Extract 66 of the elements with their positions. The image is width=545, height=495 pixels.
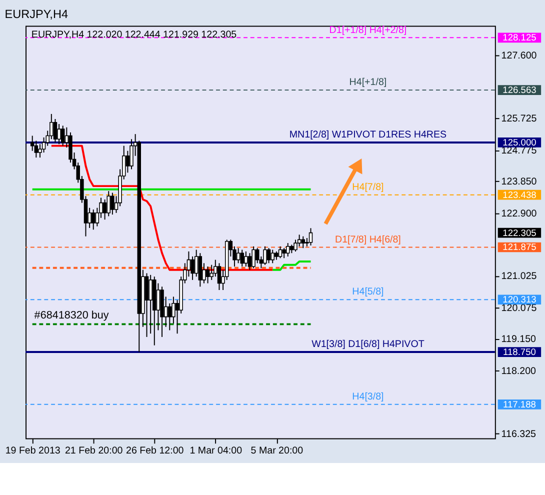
candlestick: [194, 249, 198, 278]
candlestick: [286, 242, 290, 257]
candlestick: [206, 266, 210, 284]
candlestick: [248, 252, 252, 270]
text: 125.000: [502, 137, 536, 148]
text: 120.313: [502, 294, 536, 305]
candlestick: [255, 248, 260, 264]
candlestick: [240, 249, 244, 268]
candlestick: [34, 140, 38, 158]
candlestick: [148, 274, 152, 334]
ref-line-label: H4[7/8]: [352, 182, 384, 193]
candlestick: [252, 246, 256, 269]
candlestick: [278, 246, 282, 259]
ref-line-label: H4[3/8]: [352, 392, 384, 402]
text: 128.125: [502, 32, 536, 43]
candlestick: [156, 282, 160, 331]
y-tick-label: 124.775: [501, 145, 538, 156]
chart-title: EURJPY,H4: [4, 8, 68, 22]
candlestick: [106, 190, 110, 217]
chart-subtitle: EURJPY,H4 122.020 122.444 121.929 122.305: [31, 30, 238, 41]
candlestick: [110, 192, 114, 216]
x-tick-label: 5 Mar 20:00: [250, 445, 304, 456]
candlestick: [270, 249, 274, 264]
candlestick: [57, 124, 61, 145]
candlestick: [190, 256, 194, 280]
ref-line-label: H4[+1/8]: [349, 77, 387, 88]
candlestick: [244, 250, 248, 268]
ref-line-label: W1[3/8] D1[6/8] H4PIVOT: [312, 339, 424, 350]
candlestick: [198, 252, 202, 288]
text: 123.438: [502, 190, 536, 200]
y-tick-label: 118.200: [501, 366, 537, 377]
y-tick-label: 116.325: [501, 428, 537, 440]
y-tick-label: 122.900: [501, 208, 538, 220]
text: 121.875: [502, 242, 536, 252]
x-tick-label: 19 Feb 2013: [5, 445, 61, 456]
candlestick: [144, 272, 149, 338]
candlestick: [217, 262, 222, 290]
candlestick: [60, 125, 65, 146]
y-tick-label: 125.725: [501, 114, 538, 125]
candlestick: [168, 302, 172, 331]
text: 118.750: [502, 346, 536, 357]
ref-line-label: H4[5/8]: [352, 286, 384, 298]
candlestick: [282, 248, 286, 259]
y-tick-label: 127.600: [501, 50, 538, 62]
y-tick-label: 121.025: [501, 271, 538, 282]
ref-line-label: D1[+1/8] H4[+2/8]: [329, 24, 407, 36]
text: 117.188: [502, 399, 536, 410]
y-tick-label: 120.075: [501, 303, 538, 314]
y-tick-label: 123.850: [501, 176, 538, 188]
candlestick: [102, 198, 107, 220]
ref-line-label: MN1[2/8] W1PIVOT D1RES H4RES: [289, 130, 448, 141]
y-tick-label: 119.150: [501, 334, 537, 346]
candlestick: [308, 228, 313, 246]
x-tick-label: 26 Feb 12:00: [126, 445, 184, 456]
candlestick: [263, 246, 267, 266]
ref-line-label: D1[7/8] H4[6/8]: [335, 234, 402, 246]
x-tick-label: 21 Feb 20:00: [64, 445, 124, 456]
text: 126.563: [502, 85, 536, 95]
x-tick-label: 1 Mar 04:00: [190, 445, 243, 456]
series-label: #68418320 buy: [34, 309, 110, 322]
candlestick: [301, 236, 305, 249]
candlestick: [92, 209, 96, 230]
candlestick: [266, 248, 271, 264]
candlestick: [236, 248, 240, 264]
candlestick: [210, 264, 214, 280]
text: 122.305: [502, 228, 536, 238]
